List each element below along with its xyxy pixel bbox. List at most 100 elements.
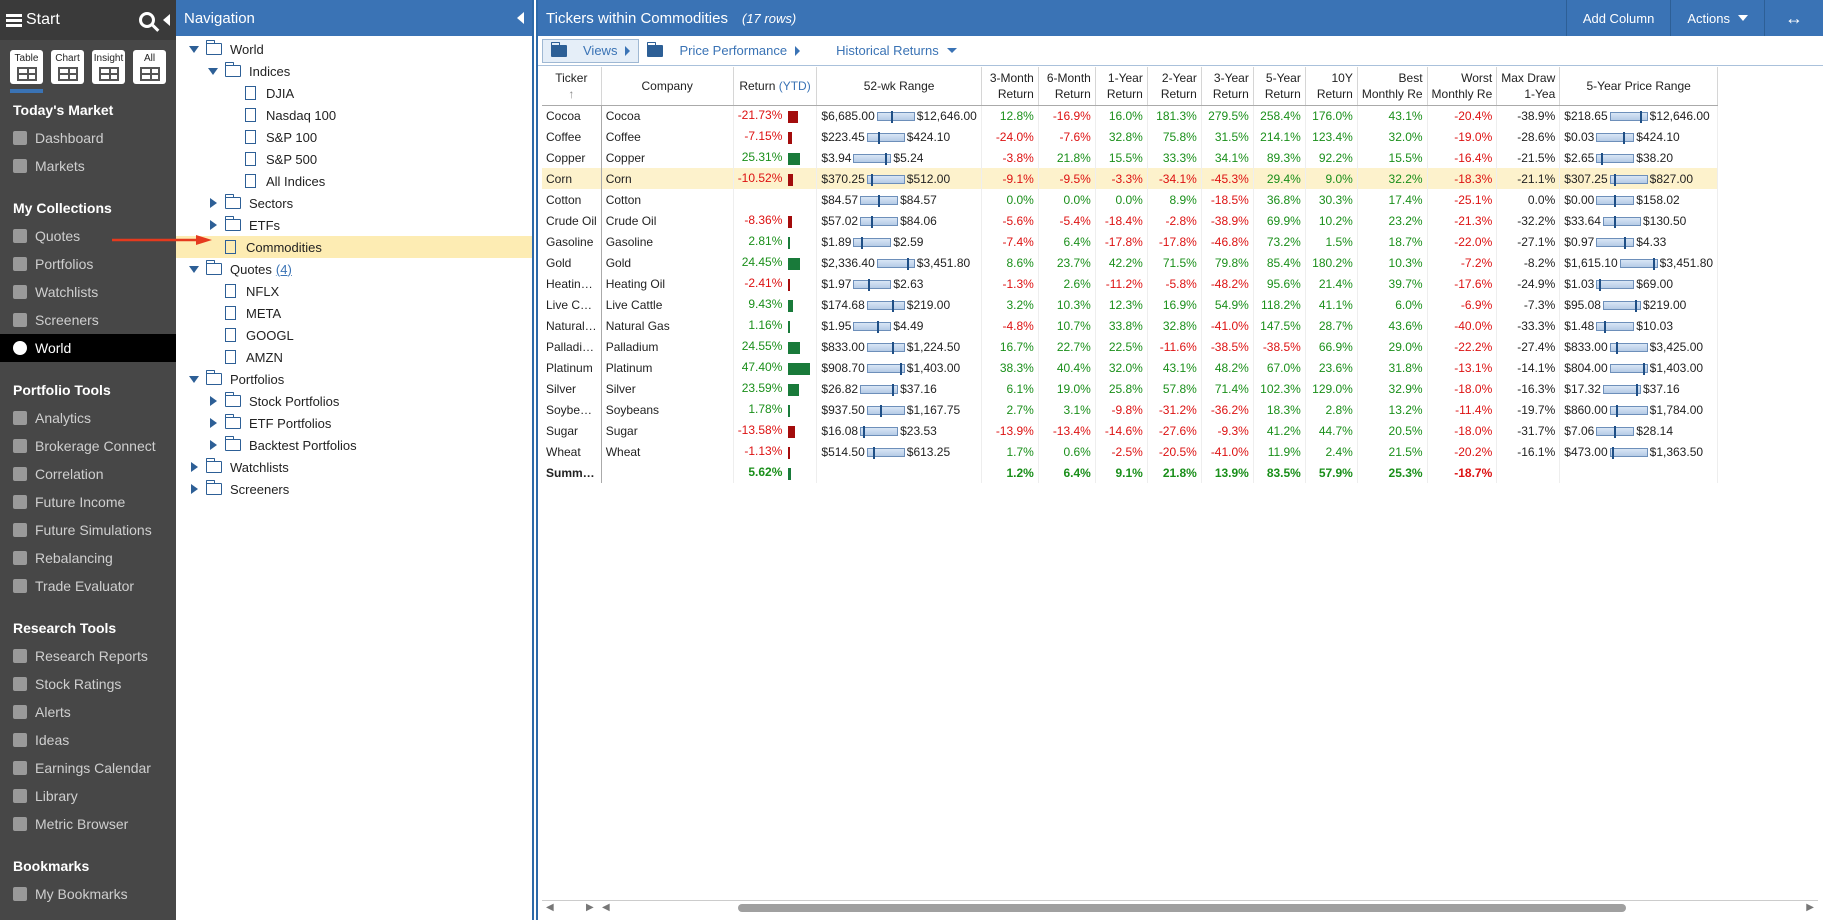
tree-node-commodities[interactable]: Commodities [176,236,532,258]
view-table-button[interactable]: Table [10,50,43,93]
view-insight-button[interactable]: Insight [92,50,125,84]
tree-node-stock-portfolios[interactable]: Stock Portfolios [176,390,532,412]
actions-button[interactable]: Actions [1670,0,1764,36]
collapse-toggle-icon[interactable] [207,439,219,451]
tree-node-world[interactable]: World [176,38,532,60]
scroll-left-icon[interactable]: ◀ [546,902,554,913]
sidebar-item-portfolios[interactable]: Portfolios [0,250,176,278]
sidebar-item-alerts[interactable]: Alerts [0,698,176,726]
tree-node-sp-500[interactable]: S&P 500 [176,148,532,170]
collapse-toggle-icon[interactable] [207,219,219,231]
expand-width-button[interactable]: ↔ [1764,0,1823,36]
tree-node-amzn[interactable]: AMZN [176,346,532,368]
tree-node-nasdaq-100[interactable]: Nasdaq 100 [176,104,532,126]
collapse-navigation-icon[interactable] [517,12,524,24]
table-row[interactable]: Gasoline Gasoline 2.81% $1.89 $2.59 -7.4% 6.4%… [542,231,1719,252]
expand-toggle-icon[interactable] [207,65,219,77]
table-row[interactable]: Soybe… Soybeans 1.78% $937.50 $1,167.75 2.7% 3… [542,399,1719,420]
expand-toggle-icon[interactable] [188,373,200,385]
column-header-ticker[interactable]: Ticker ↑ [542,67,602,106]
table-row[interactable]: Crude Oil Crude Oil -8.36% $57.02 $84.06 -5.6… [542,210,1719,231]
tree-node-indices[interactable]: Indices [176,60,532,82]
table-row[interactable]: Copper Copper 25.31% $3.94 $5.24 -3.8% 21.8% 15… [542,147,1719,168]
tree-node-sectors[interactable]: Sectors [176,192,532,214]
tree-node-screeners[interactable]: Screeners [176,478,532,500]
scroll-right-icon[interactable]: ▶ [586,902,594,913]
collapse-sidebar-icon[interactable] [163,14,170,26]
tree-node-meta[interactable]: META [176,302,532,324]
column-header-3m[interactable]: 3-Month Return [981,67,1039,106]
collapse-toggle-icon[interactable] [207,417,219,429]
column-header-2y[interactable]: 2-Year Return [1147,67,1202,106]
tree-node-etfs[interactable]: ETFs [176,214,532,236]
sidebar-item-stock-ratings[interactable]: Stock Ratings [0,670,176,698]
table-row[interactable]: Gold Gold 24.45% $2,336.40 $3,451.80 8.6% 23.7… [542,252,1719,273]
column-header-max-drawdown[interactable]: Max Draw 1-Yea [1496,67,1561,106]
sidebar-item-markets[interactable]: Markets [0,152,176,180]
column-header-return-ytd[interactable]: Return (YTD) [733,67,818,106]
sidebar-item-dashboard[interactable]: Dashboard [0,124,176,152]
historical-returns-dropdown[interactable]: Historical Returns [828,39,965,63]
sidebar-item-brokerage-connect[interactable]: Brokerage Connect [0,432,176,460]
sidebar-item-world[interactable]: World [0,334,176,362]
table-row[interactable]: Palladi… Palladium 24.55% $833.00 $1,224.50 1… [542,336,1719,357]
sidebar-item-library[interactable]: Library [0,782,176,810]
sidebar-item-analytics[interactable]: Analytics [0,404,176,432]
column-header-3y[interactable]: 3-Year Return [1201,67,1254,106]
tree-node-backtest-portfolios[interactable]: Backtest Portfolios [176,434,532,456]
table-row[interactable]: Cotton Cotton $84.57 $84.57 0.0% 0.0% 0.0% 8.9%… [542,189,1719,210]
tree-node-portfolios[interactable]: Portfolios [176,368,532,390]
collapse-toggle-icon[interactable] [207,395,219,407]
tree-node-djia[interactable]: DJIA [176,82,532,104]
sidebar-item-screeners[interactable]: Screeners [0,306,176,334]
collapse-toggle-icon[interactable] [207,197,219,209]
table-row[interactable]: Coffee Coffee -7.15% $223.45 $424.10 -24.0% -7… [542,126,1719,147]
sidebar-item-trade-evaluator[interactable]: Trade Evaluator [0,572,176,600]
table-row[interactable]: Heatin… Heating Oil -2.41% $1.97 $2.63 -1.3% 2… [542,273,1719,294]
sidebar-item-correlation[interactable]: Correlation [0,460,176,488]
horizontal-scrollbar[interactable]: ◀ ▶ ◀ ▶ [542,900,1818,914]
table-row[interactable]: Platinum Platinum 47.40% $908.70 $1,403.00 38… [542,357,1719,378]
tree-node-nflx[interactable]: NFLX [176,280,532,302]
column-header-best-month[interactable]: Best Monthly Re [1357,67,1428,106]
tree-node-watchlists[interactable]: Watchlists [176,456,532,478]
column-header-company[interactable]: Company [601,67,734,106]
column-header-5y[interactable]: 5-Year Return [1253,67,1306,106]
collapse-toggle-icon[interactable] [188,483,200,495]
table-row[interactable]: Sugar Sugar -13.58% $16.08 $23.53 -13.9% -13.4… [542,420,1719,441]
column-header-5y-range[interactable]: 5-Year Price Range [1559,67,1719,106]
expand-toggle-icon[interactable] [188,263,200,275]
price-performance-button[interactable]: Price Performance [639,39,808,63]
column-header-6m[interactable]: 6-Month Return [1038,67,1096,106]
quotes-count-link[interactable]: (4) [275,261,292,277]
column-header-1y[interactable]: 1-Year Return [1095,67,1148,106]
start-label[interactable]: Start [26,11,60,28]
view-chart-button[interactable]: Chart [51,50,84,84]
tree-node-sp-100[interactable]: S&P 100 [176,126,532,148]
collapse-toggle-icon[interactable] [188,461,200,473]
expand-toggle-icon[interactable] [188,43,200,55]
column-header-worst-month[interactable]: Worst Monthly Re [1427,67,1498,106]
hamburger-menu-icon[interactable] [6,13,22,27]
table-row[interactable]: Silver Silver 23.59% $26.82 $37.16 6.1% 19.0% 2… [542,378,1719,399]
search-icon[interactable] [139,12,155,28]
scroll-left-icon[interactable]: ◀ [602,902,610,913]
view-all-button[interactable]: All [133,50,166,84]
table-row[interactable]: Corn Corn -10.52% $370.25 $512.00 -9.1% -9.5% -… [542,168,1719,189]
scrollbar-thumb[interactable] [738,903,1626,912]
tree-node-quotes[interactable]: Quotes (4) [176,258,532,280]
sidebar-item-watchlists[interactable]: Watchlists [0,278,176,306]
table-row[interactable]: Live C… Live Cattle 9.43% $174.68 $219.00 3.2… [542,294,1719,315]
sidebar-item-metric-browser[interactable]: Metric Browser [0,810,176,838]
table-row[interactable]: Wheat Wheat -1.13% $514.50 $613.25 1.7% 0.6% -2… [542,441,1719,462]
views-button[interactable]: Views [542,38,640,63]
tree-node-all-indices[interactable]: All Indices [176,170,532,192]
sidebar-item-future-income[interactable]: Future Income [0,488,176,516]
sidebar-item-my-bookmarks[interactable]: My Bookmarks [0,880,176,908]
tree-node-etf-portfolios[interactable]: ETF Portfolios [176,412,532,434]
sidebar-item-earnings-calendar[interactable]: Earnings Calendar [0,754,176,782]
sidebar-item-ideas[interactable]: Ideas [0,726,176,754]
sidebar-item-research-reports[interactable]: Research Reports [0,642,176,670]
tree-node-googl[interactable]: GOOGL [176,324,532,346]
add-column-button[interactable]: Add Column [1565,0,1671,36]
